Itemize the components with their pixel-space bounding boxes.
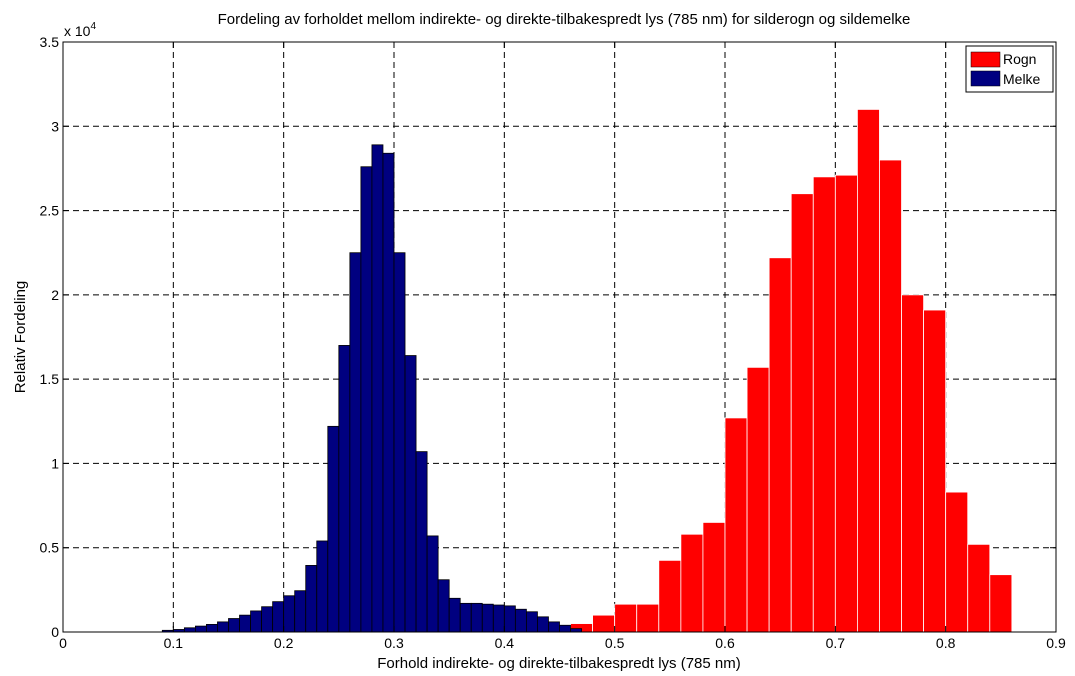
bar-rogn <box>857 109 880 633</box>
x-tick-label: 0.7 <box>826 635 846 651</box>
bar-melke <box>217 621 229 633</box>
bar-melke <box>437 579 450 633</box>
bar-rogn <box>945 491 969 633</box>
bar-rogn <box>724 417 748 633</box>
y-tick-label: 1 <box>51 455 59 471</box>
bar-melke <box>272 601 285 633</box>
bar-rogn <box>592 614 616 633</box>
y-tick-label: 2 <box>51 287 59 303</box>
bar-melke <box>426 535 439 633</box>
legend-label-melke: Melke <box>1003 71 1041 87</box>
x-tick-label: 0.8 <box>936 635 956 651</box>
x-axis-label: Forhold indirekte- og direkte-tilbakespr… <box>377 655 741 672</box>
bar-melke <box>382 152 395 633</box>
x-tick-label: 0.4 <box>495 635 515 651</box>
bar-melke <box>503 605 516 633</box>
x-tick-label: 0.9 <box>1046 635 1066 651</box>
bar-melke <box>228 618 240 633</box>
bar-melke <box>470 602 483 633</box>
bar-rogn <box>923 309 947 633</box>
y-tick-label: 3.5 <box>40 34 60 50</box>
legend: Rogn Melke <box>965 45 1054 93</box>
x-tick-label: 0.2 <box>274 635 294 651</box>
bar-melke <box>371 144 384 633</box>
y-exponent-power: 4 <box>90 21 96 32</box>
bar-melke <box>360 166 373 633</box>
chart-title: Fordeling av forholdet mellom indirekte-… <box>218 11 911 28</box>
legend-label-rogn: Rogn <box>1003 51 1036 67</box>
bar-rogn <box>658 559 682 633</box>
bar-melke <box>305 565 318 633</box>
y-tick-label: 0.5 <box>40 540 60 556</box>
x-tick-label: 0.6 <box>715 635 735 651</box>
y-axis-tick-labels: 0 0.5 1 1.5 2 2.5 3 3.5 <box>40 34 60 640</box>
bar-rogn <box>989 574 1013 633</box>
bar-rogn <box>680 533 704 633</box>
bar-melke <box>570 628 582 633</box>
bar-melke <box>327 425 340 633</box>
y-exponent-base: x 10 <box>64 23 91 39</box>
bar-rogn <box>636 603 660 633</box>
series-rogn-bars <box>548 109 1013 633</box>
legend-swatch-melke <box>970 70 1001 87</box>
bar-melke <box>526 611 538 633</box>
bar-rogn <box>614 603 638 633</box>
y-axis-exponent: x 104 <box>64 21 96 39</box>
bar-rogn <box>702 522 726 633</box>
bar-melke <box>514 608 527 633</box>
x-tick-label: 0.1 <box>164 635 184 651</box>
bar-rogn <box>879 159 902 633</box>
y-tick-label: 0 <box>51 624 59 640</box>
bar-melke <box>349 252 362 633</box>
bar-melke <box>294 590 307 633</box>
bar-melke <box>261 606 274 633</box>
x-tick-label: 0.3 <box>384 635 404 651</box>
bar-melke <box>239 614 251 633</box>
bar-rogn <box>768 257 792 633</box>
y-tick-label: 3 <box>51 118 59 134</box>
bar-melke <box>206 624 218 633</box>
bar-melke <box>194 625 207 633</box>
y-tick-label: 1.5 <box>40 371 60 387</box>
bar-melke <box>459 602 472 633</box>
bar-melke <box>559 624 571 633</box>
bar-melke <box>404 355 417 633</box>
bar-rogn <box>967 543 991 633</box>
bar-rogn <box>812 176 836 633</box>
bar-melke <box>448 597 461 633</box>
bar-rogn <box>790 193 814 633</box>
bar-melke <box>537 616 549 633</box>
bar-melke <box>415 451 428 633</box>
y-axis-label: Relativ Fordeling <box>12 281 29 394</box>
bar-melke <box>548 621 560 633</box>
bar-melke <box>250 610 262 633</box>
x-axis-tick-labels: 0 0.1 0.2 0.3 0.4 0.5 0.6 0.7 0.8 0.9 <box>59 635 1066 651</box>
bar-rogn <box>746 366 770 633</box>
x-tick-label: 0 <box>59 635 67 651</box>
bar-melke <box>283 595 296 633</box>
y-tick-label: 2.5 <box>40 203 60 219</box>
legend-swatch-rogn <box>970 51 1001 68</box>
bar-melke <box>183 627 196 633</box>
bar-melke <box>492 604 505 633</box>
bar-rogn <box>901 294 924 633</box>
bar-melke <box>316 540 329 633</box>
series-melke-bars <box>161 144 582 633</box>
bar-melke <box>393 252 406 633</box>
plot-frame <box>62 41 1057 633</box>
bar-melke <box>481 603 494 633</box>
bar-melke <box>338 345 351 633</box>
x-tick-label: 0.5 <box>605 635 625 651</box>
bar-rogn <box>834 174 858 633</box>
axis-ticks <box>62 41 1057 633</box>
